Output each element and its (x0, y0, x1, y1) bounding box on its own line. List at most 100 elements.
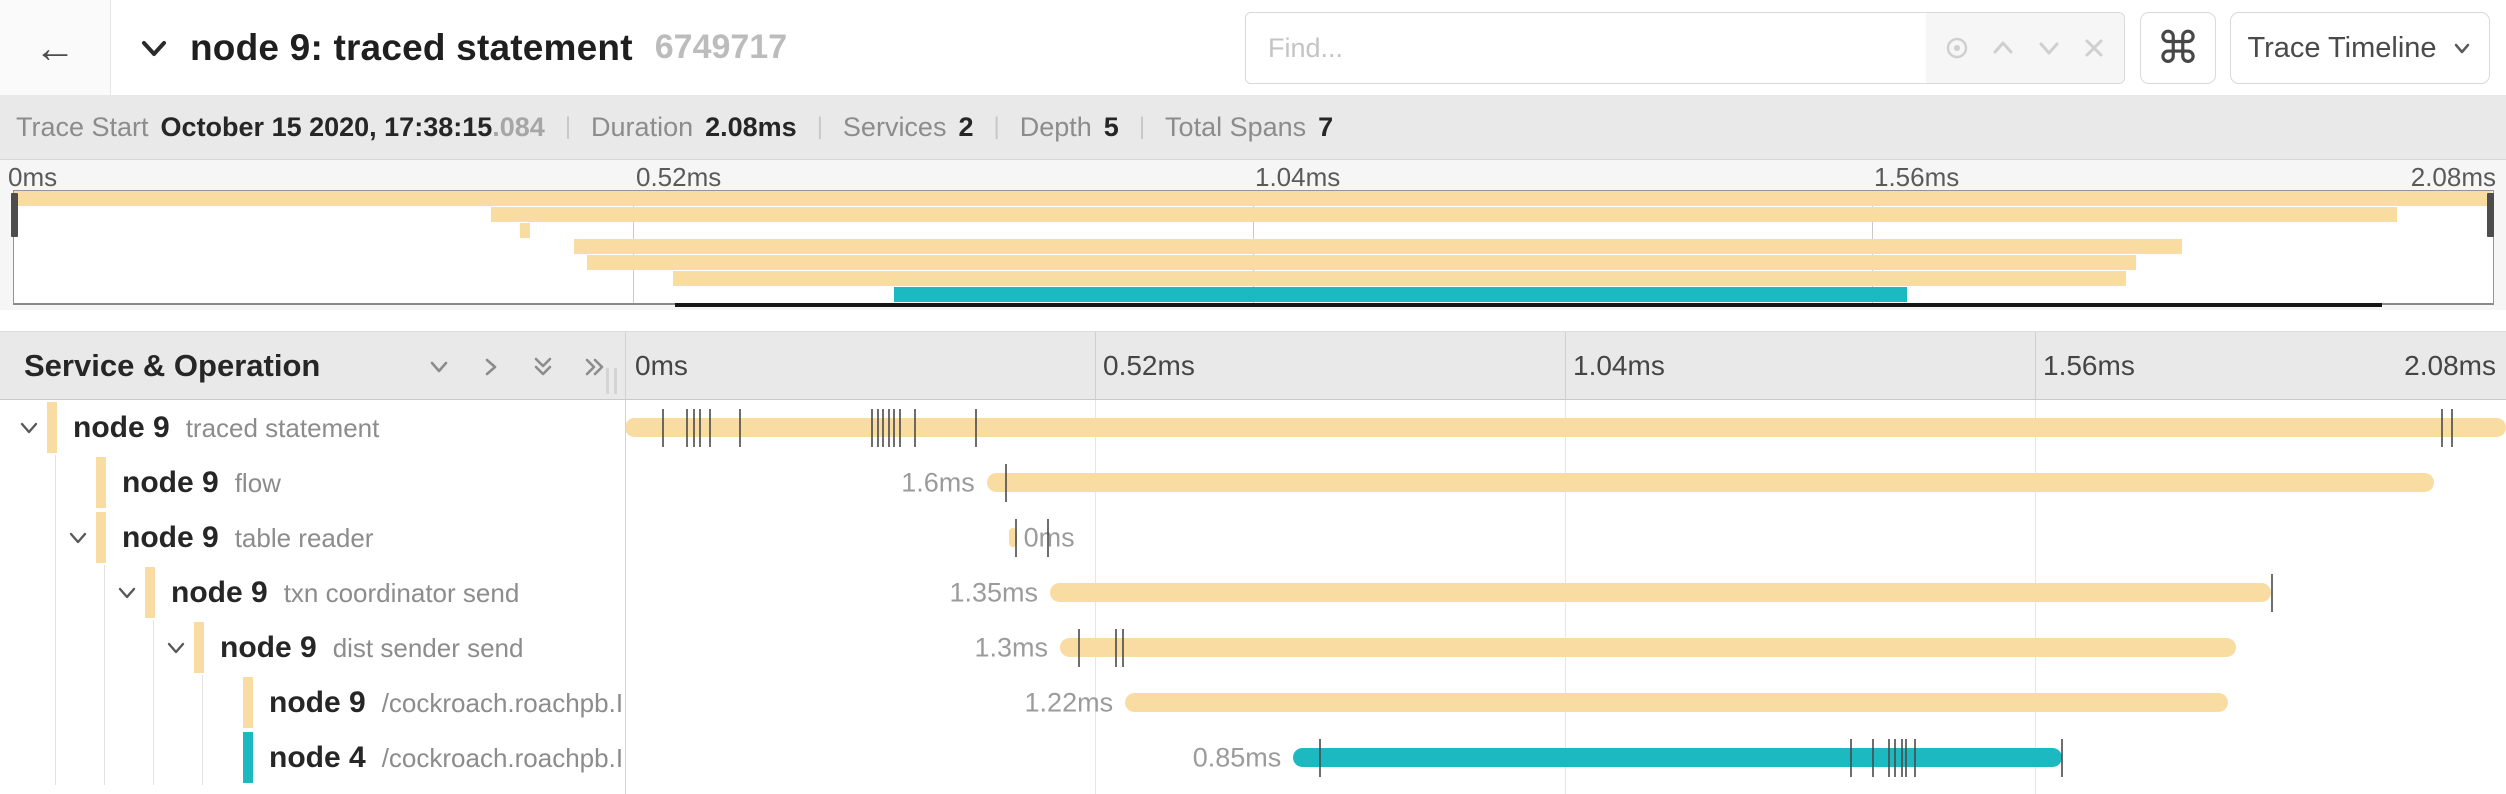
page-title: node 9: traced statement (190, 26, 633, 68)
span-name-label: node 9 flow (122, 466, 281, 500)
collapse-one-chevron-down-icon[interactable] (424, 352, 454, 382)
span-row[interactable]: 1.6ms node 9 flow (0, 455, 2506, 510)
span-bar[interactable] (625, 418, 2506, 437)
minimap-tick-label: 0.52ms (636, 162, 722, 192)
log-tick (888, 409, 891, 447)
column-divider (625, 331, 626, 794)
minimap-span-bar (14, 191, 2492, 206)
span-name-column[interactable]: node 9 table reader (0, 510, 625, 565)
indent-guide (55, 510, 56, 565)
service-name: node 9 (220, 630, 317, 664)
span-bar[interactable] (1059, 638, 2236, 657)
log-tick (1888, 739, 1891, 777)
indent-guide (55, 675, 56, 730)
indent-guide (104, 565, 105, 620)
log-tick (2440, 409, 2443, 447)
span-bar[interactable] (1125, 693, 2229, 712)
log-tick (2270, 574, 2273, 612)
back-arrow-icon: ← (34, 23, 76, 71)
span-name-column[interactable]: node 4/cockroach.roachpb.I… (0, 730, 625, 785)
stat-value: 7 (1318, 111, 1334, 142)
locate-icon[interactable] (1942, 33, 1972, 63)
collapse-all-double-chevron-down-icon[interactable] (528, 352, 558, 382)
log-tick (1014, 519, 1017, 557)
indent-guide (55, 455, 56, 510)
minimap-span-bar (672, 271, 2127, 286)
minimap-right-scrubber-handle[interactable] (2487, 193, 2494, 237)
stat-value: October 15 2020, 17:38:15 (160, 111, 493, 142)
span-bar[interactable] (1009, 528, 1017, 547)
operation-name: /cockroach.roachpb.I… (381, 687, 625, 718)
back-button[interactable]: ← (0, 0, 111, 95)
indent-guide (153, 620, 154, 675)
span-name-label: node 9 txn coordinator send (171, 576, 519, 610)
log-tick (881, 409, 884, 447)
stat-label: Trace Start (16, 111, 149, 142)
clear-search-x-icon[interactable] (2080, 34, 2108, 62)
indent-guide (55, 620, 56, 675)
indent-guide (202, 675, 203, 730)
span-row[interactable]: 1.3ms node 9 dist sender send (0, 620, 2506, 675)
column-resize-grip[interactable] (606, 368, 617, 394)
span-bar[interactable] (1293, 748, 2062, 767)
span-row[interactable]: 0.85ms node 4/cockroach.roachpb.I… (0, 730, 2506, 785)
log-tick (898, 409, 901, 447)
log-tick (1871, 739, 1874, 777)
log-tick (2450, 409, 2453, 447)
minimap-tick-label: 0ms (8, 162, 58, 192)
find-input[interactable] (1246, 13, 1926, 83)
span-row[interactable]: 1.35ms node 9 txn coordinator send (0, 565, 2506, 620)
span-bar[interactable] (986, 473, 2434, 492)
stat-label: Depth (1019, 111, 1092, 142)
view-options-dropdown[interactable]: Trace Timeline (2230, 12, 2490, 84)
timeline-column-header: Service & Operation 0ms 0.52ms 1.04ms 1.… (0, 331, 2506, 401)
tree-chevron-down-icon[interactable] (116, 582, 138, 604)
service-name: node 9 (171, 575, 268, 609)
log-tick (699, 409, 702, 447)
span-duration-label: 1.3ms (974, 632, 1048, 662)
log-tick (1900, 739, 1903, 777)
minimap-left-scrubber-handle[interactable] (11, 193, 18, 237)
service-name: node 9 (122, 465, 219, 499)
expand-all-double-chevron-right-icon[interactable] (580, 352, 610, 382)
next-match-chevron-down-icon[interactable] (2034, 33, 2064, 63)
span-name-column[interactable]: node 9/cockroach.roachpb.I… (0, 675, 625, 730)
span-bar[interactable] (1050, 583, 2271, 602)
stat-label: Total Spans (1165, 111, 1307, 142)
tree-chevron-down-icon[interactable] (18, 417, 40, 439)
span-row[interactable]: node 9 traced statement (0, 400, 2506, 455)
span-name-column[interactable]: node 9 dist sender send (0, 620, 625, 675)
span-name-column[interactable]: node 9 txn coordinator send (0, 565, 625, 620)
stat-separator: | (564, 113, 572, 140)
log-tick (1319, 739, 1322, 777)
span-name-column[interactable]: node 9 traced statement (0, 400, 625, 455)
span-duration-label: 0.85ms (1192, 742, 1282, 772)
log-tick (1914, 739, 1917, 777)
stat-label: Services (842, 111, 947, 142)
stat-label: Duration (591, 111, 694, 142)
span-row[interactable]: 1.22ms node 9/cockroach.roachpb.I… (0, 675, 2506, 730)
tree-chevron-down-icon[interactable] (165, 637, 187, 659)
tree-chevron-down-icon[interactable] (67, 527, 89, 549)
keyboard-shortcuts-button[interactable]: ⌘ (2140, 12, 2216, 84)
expand-one-chevron-right-icon[interactable] (476, 352, 506, 382)
prev-match-chevron-up-icon[interactable] (1988, 33, 2018, 63)
trace-minimap: 0ms 0.52ms 1.04ms 1.56ms 2.08ms (0, 160, 2506, 310)
indent-guide (104, 675, 105, 730)
log-tick (877, 409, 880, 447)
page-header: ← node 9: traced statement 6749717 (0, 0, 2506, 96)
collapse-header-chevron-down-icon[interactable] (136, 30, 172, 66)
log-tick (914, 409, 917, 447)
service-color-swatch (47, 402, 57, 453)
log-tick (1122, 629, 1125, 667)
stat-value: 5 (1103, 111, 1119, 142)
log-tick (1850, 739, 1853, 777)
service-color-swatch (243, 677, 253, 728)
stat-value: 2.08ms (705, 111, 797, 142)
operation-name: traced statement (185, 412, 380, 443)
span-name-column[interactable]: node 9 flow (0, 455, 625, 510)
find-group (1245, 12, 2125, 84)
operation-name: table reader (234, 522, 374, 553)
